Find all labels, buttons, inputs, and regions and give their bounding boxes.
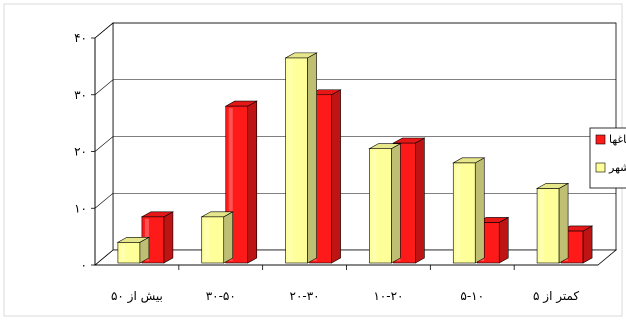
bar-top xyxy=(116,237,151,243)
bar-side xyxy=(247,100,258,264)
grid-layer xyxy=(91,22,616,266)
bar-side xyxy=(223,211,234,264)
bar-side xyxy=(307,52,317,264)
x-tick-label: ۳۰-۵۰ xyxy=(206,289,236,303)
bar-highlight xyxy=(456,164,461,261)
gridline xyxy=(94,136,616,152)
bar-highlight xyxy=(372,150,377,261)
x-tick-label: بیش از ۵۰ xyxy=(111,289,163,304)
bar-top xyxy=(392,137,426,144)
bar xyxy=(452,157,486,264)
x-tick-label: کمتر از ۵ xyxy=(533,289,579,304)
legend: باغها شهر xyxy=(589,127,626,189)
y-tick-label: ۲۰ xyxy=(74,145,87,159)
bar-highlight xyxy=(540,190,545,261)
bar-side xyxy=(415,137,425,264)
bar-side xyxy=(558,182,569,264)
bars-layer xyxy=(116,52,594,264)
bar-top xyxy=(284,52,318,59)
y-tick-label: ۰ xyxy=(81,258,87,272)
y-tick-label: ۳۰ xyxy=(74,88,87,102)
bar-highlight xyxy=(120,244,125,261)
bar-side xyxy=(331,89,341,264)
bar xyxy=(116,236,151,264)
legend-swatch xyxy=(595,134,606,145)
bar-top xyxy=(224,100,258,107)
x-tick-label: ۵-۱۰ xyxy=(460,289,484,303)
bar xyxy=(200,211,234,264)
bar-side xyxy=(582,225,593,264)
bar-top xyxy=(452,157,486,164)
gridline xyxy=(94,22,616,39)
y-axis-ticks: ۰ ۱۰ ۲۰ ۳۰ ۴۰ xyxy=(74,31,87,272)
y-tick-label: ۴۰ xyxy=(74,31,87,45)
legend-label: شهر xyxy=(608,161,626,174)
x-tick-label: ۱۰-۲۰ xyxy=(373,289,403,303)
legend-swatch xyxy=(595,162,606,173)
legend-label: باغها xyxy=(609,133,626,146)
bar xyxy=(368,143,402,264)
bar-top xyxy=(140,211,175,218)
bar-side xyxy=(474,157,485,264)
y-tick-label: ۱۰ xyxy=(74,201,87,215)
x-tick-label: ۲۰-۳۰ xyxy=(290,289,320,303)
bar-highlight xyxy=(228,108,233,261)
x-axis-labels: کمتر از ۵ ۵-۱۰ ۱۰-۲۰ ۲۰-۳۰ ۳۰-۵۰ بیش از ۵۰ xyxy=(111,289,579,304)
bar-side xyxy=(498,216,509,264)
bar-top xyxy=(200,211,234,218)
gridline xyxy=(94,192,616,209)
bar-side xyxy=(163,211,174,264)
bar-top xyxy=(368,143,402,149)
bar-highlight xyxy=(288,59,293,261)
bar-side xyxy=(391,143,401,264)
bar-highlight xyxy=(204,218,209,261)
gridline xyxy=(94,79,616,95)
bar xyxy=(284,52,318,264)
bar-top xyxy=(535,183,570,189)
bar xyxy=(535,182,570,264)
